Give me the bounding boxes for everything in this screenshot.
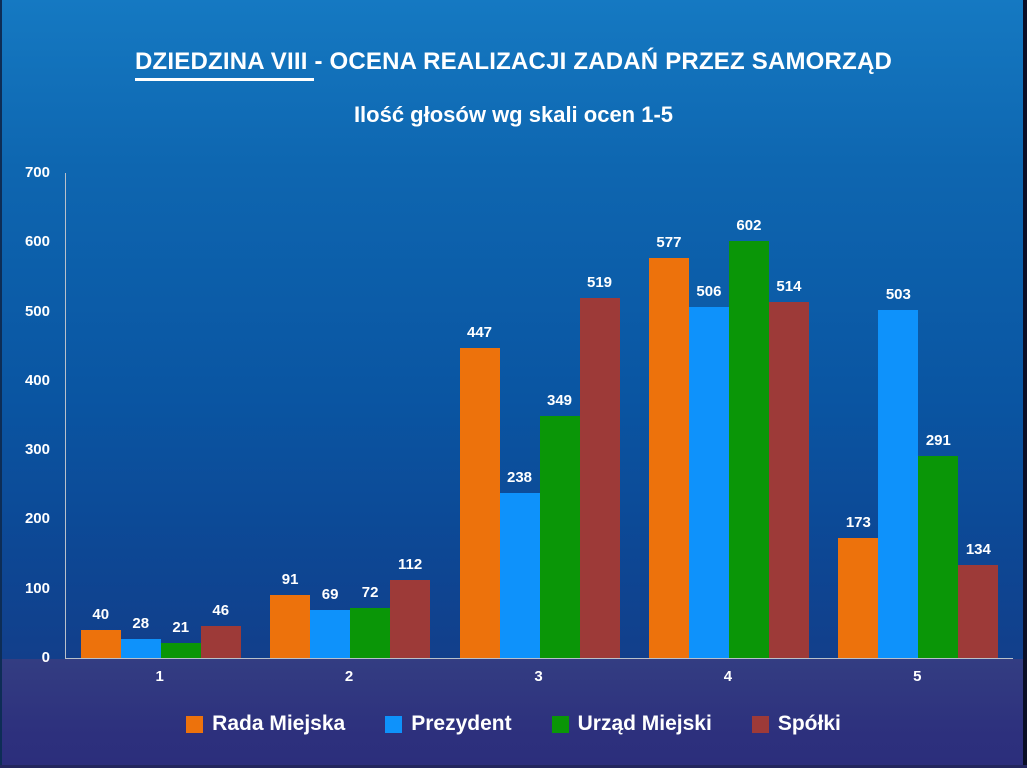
y-axis-tick-label: 600 [24, 233, 50, 251]
bar-group-1: 40 28 21 46 [66, 173, 255, 658]
chart-title: DZIEDZINA VIII - OCENA REALIZACJI ZADAŃ … [0, 48, 1027, 81]
y-axis-tick-label: 0 [41, 649, 50, 666]
bar-rada-miejska-1: 40 [80, 606, 121, 658]
x-axis-tick-label-3: 3 [534, 668, 543, 685]
bar-value-label: 69 [321, 586, 339, 604]
bar-urz-d-miejski-3: 349 [539, 392, 580, 658]
bar-group-2: 91 69 72 112 [255, 173, 444, 658]
bar-group-4: 577 506 602 514 [634, 173, 823, 658]
bar-rada-miejska-5: 173 [838, 514, 879, 658]
bar-sp-ki-2: 112 [390, 556, 431, 658]
legend-label: Prezydent [411, 712, 512, 735]
bar-urz-d-miejski-4: 602 [728, 217, 769, 658]
legend-item-prezydent: Prezydent [385, 712, 512, 736]
y-axis-tick-label: 200 [24, 510, 50, 528]
legend-item-sp-ki: Spółki [751, 712, 841, 736]
x-axis-tick-label-5: 5 [913, 668, 922, 685]
bar-value-label: 40 [92, 606, 110, 624]
bar-value-label: 577 [656, 234, 682, 252]
chart-title-rest: - OCENA REALIZACJI ZADAŃ PRZEZ SAMORZĄD [314, 48, 893, 75]
bar-value-label: 238 [507, 469, 533, 487]
legend-swatch-icon [751, 715, 769, 733]
left-edge-strip [0, 0, 2, 768]
bar-rada-miejska-2: 91 [270, 571, 311, 658]
bar-urz-d-miejski-1: 21 [160, 619, 201, 658]
bar-urz-d-miejski-5: 291 [918, 432, 959, 658]
legend-label: Rada Miejska [212, 712, 346, 735]
legend: Rada Miejska Prezydent Urząd Miejski Spółki [0, 712, 1027, 736]
bar-value-label: 349 [547, 392, 573, 410]
legend-item-rada-miejska: Rada Miejska [186, 712, 345, 736]
y-axis-tick-label: 700 [24, 164, 50, 181]
y-axis-tick-label: 300 [24, 441, 50, 459]
bar-prezydent-4: 506 [688, 283, 729, 658]
bar-value-label: 447 [467, 324, 493, 342]
bar-prezydent-1: 28 [120, 615, 161, 658]
bar-value-label: 72 [361, 584, 379, 602]
bottom-band [0, 659, 1027, 768]
bar-group-3: 447 238 349 519 [445, 173, 634, 658]
bar-value-label: 514 [776, 277, 802, 295]
bar-value-label: 602 [736, 216, 762, 234]
bar-group-5: 173 503 291 134 [824, 173, 1013, 658]
bar-value-label: 291 [925, 432, 951, 450]
x-axis-tick-label-1: 1 [155, 668, 164, 685]
bar-value-label: 503 [885, 285, 911, 303]
plot-area: 40 28 21 46 91 69 72 112 447 238 349 519 577 506 602 51… [65, 173, 1013, 659]
legend-swatch-icon [186, 715, 204, 733]
bar-value-label: 112 [398, 556, 423, 574]
legend-swatch-icon [551, 715, 569, 733]
bar-sp-ki-3: 519 [579, 274, 620, 658]
bar-prezydent-3: 238 [499, 469, 540, 658]
x-axis-tick-label-2: 2 [344, 668, 354, 685]
bar-value-label: 91 [281, 570, 299, 588]
right-edge-strip [1023, 0, 1027, 768]
bar-value-label: 134 [965, 541, 991, 559]
bar-prezydent-5: 503 [878, 286, 919, 658]
bar-sp-ki-4: 514 [768, 278, 809, 658]
y-axis-tick-label: 500 [24, 302, 50, 320]
bar-value-label: 21 [172, 619, 190, 637]
chart-title-domain: DZIEDZINA VIII [134, 48, 315, 81]
bar-rada-miejska-4: 577 [648, 234, 689, 658]
legend-item-urz-d-miejski: Urząd Miejski [551, 712, 712, 736]
bar-sp-ki-5: 134 [958, 541, 999, 658]
legend-label: Urząd Miejski [577, 712, 712, 735]
bar-rada-miejska-3: 447 [459, 324, 500, 658]
y-axis-tick-label: 100 [24, 579, 50, 597]
bar-sp-ki-1: 46 [200, 602, 241, 658]
bar-urz-d-miejski-2: 72 [350, 584, 391, 658]
y-axis-tick-label: 400 [24, 371, 50, 389]
legend-swatch-icon [385, 715, 403, 733]
bar-value-label: 519 [587, 274, 613, 292]
bar-value-label: 506 [696, 283, 722, 301]
bar-value-label: 46 [212, 602, 230, 620]
bar-prezydent-2: 69 [310, 586, 351, 658]
chart-subtitle: Ilość głosów wg skali ocen 1-5 [353, 102, 674, 127]
bar-value-label: 28 [132, 614, 150, 632]
bottom-edge-strip [0, 765, 1027, 768]
bar-value-label: 173 [845, 514, 871, 532]
x-axis-tick-label-4: 4 [723, 668, 733, 685]
legend-label: Spółki [777, 712, 841, 735]
